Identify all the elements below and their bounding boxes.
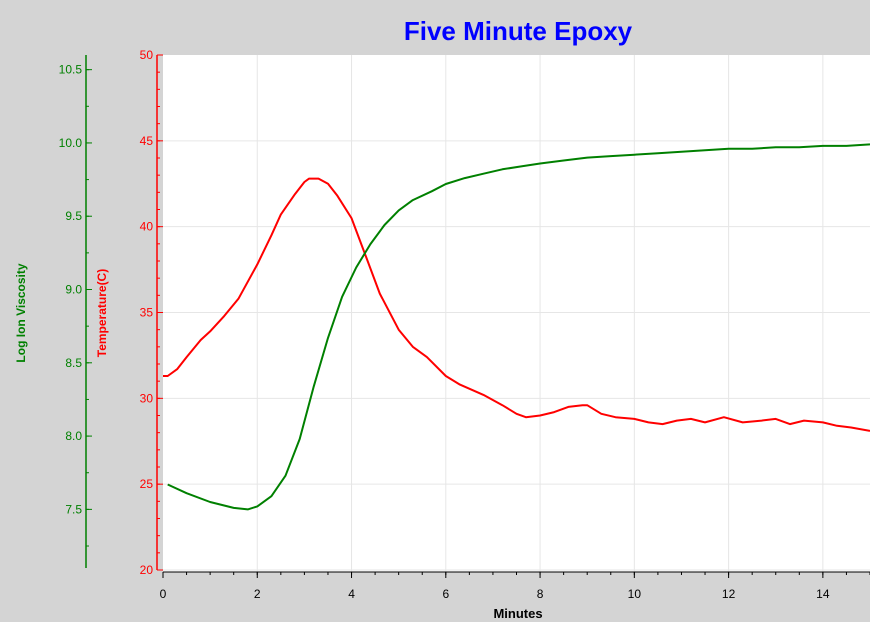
x-tick-label: 8 <box>537 587 544 601</box>
temperature-tick-label: 50 <box>140 48 154 62</box>
temperature-tick-label: 45 <box>140 134 154 148</box>
x-tick-label: 2 <box>254 587 261 601</box>
temperature-series-line <box>163 177 870 432</box>
viscosity-tick-label: 10.5 <box>59 63 83 77</box>
temperature-tick-label: 30 <box>140 391 154 405</box>
x-tick-label: 0 <box>160 587 167 601</box>
temperature-tick-label: 20 <box>140 563 154 577</box>
temperature-tick-label: 40 <box>140 220 154 234</box>
viscosity-tick-label: 7.5 <box>65 502 82 516</box>
temperature-tick-label: 35 <box>140 306 154 320</box>
temperature-tick-label: 25 <box>140 477 154 491</box>
viscosity-tick-label: 8.5 <box>65 356 82 370</box>
viscosity-tick-label: 9.5 <box>65 209 82 223</box>
axis-layer: 0 2 4 6 8 10 12 14 20 25 30 35 40 45 50 7.5 8.0 8.5 9.0 9.5… <box>59 48 870 601</box>
temperature-axis-label: Temperature(C) <box>95 269 109 357</box>
viscosity-tick-label: 10.0 <box>59 136 83 150</box>
x-tick-label: 6 <box>442 587 449 601</box>
x-axis-label: Minutes <box>493 606 542 621</box>
series-layer <box>163 143 870 511</box>
plot-area <box>163 55 870 572</box>
chart-title: Five Minute Epoxy <box>404 16 633 46</box>
x-tick-label: 14 <box>816 587 830 601</box>
x-tick-label: 10 <box>628 587 642 601</box>
viscosity-axis-label: Log Ion Viscosity <box>14 263 28 362</box>
viscosity-tick-label: 8.0 <box>65 429 82 443</box>
x-tick-label: 4 <box>348 587 355 601</box>
x-tick-label: 12 <box>722 587 736 601</box>
viscosity-tick-label: 9.0 <box>65 283 82 297</box>
viscosity-series-line <box>167 143 870 511</box>
